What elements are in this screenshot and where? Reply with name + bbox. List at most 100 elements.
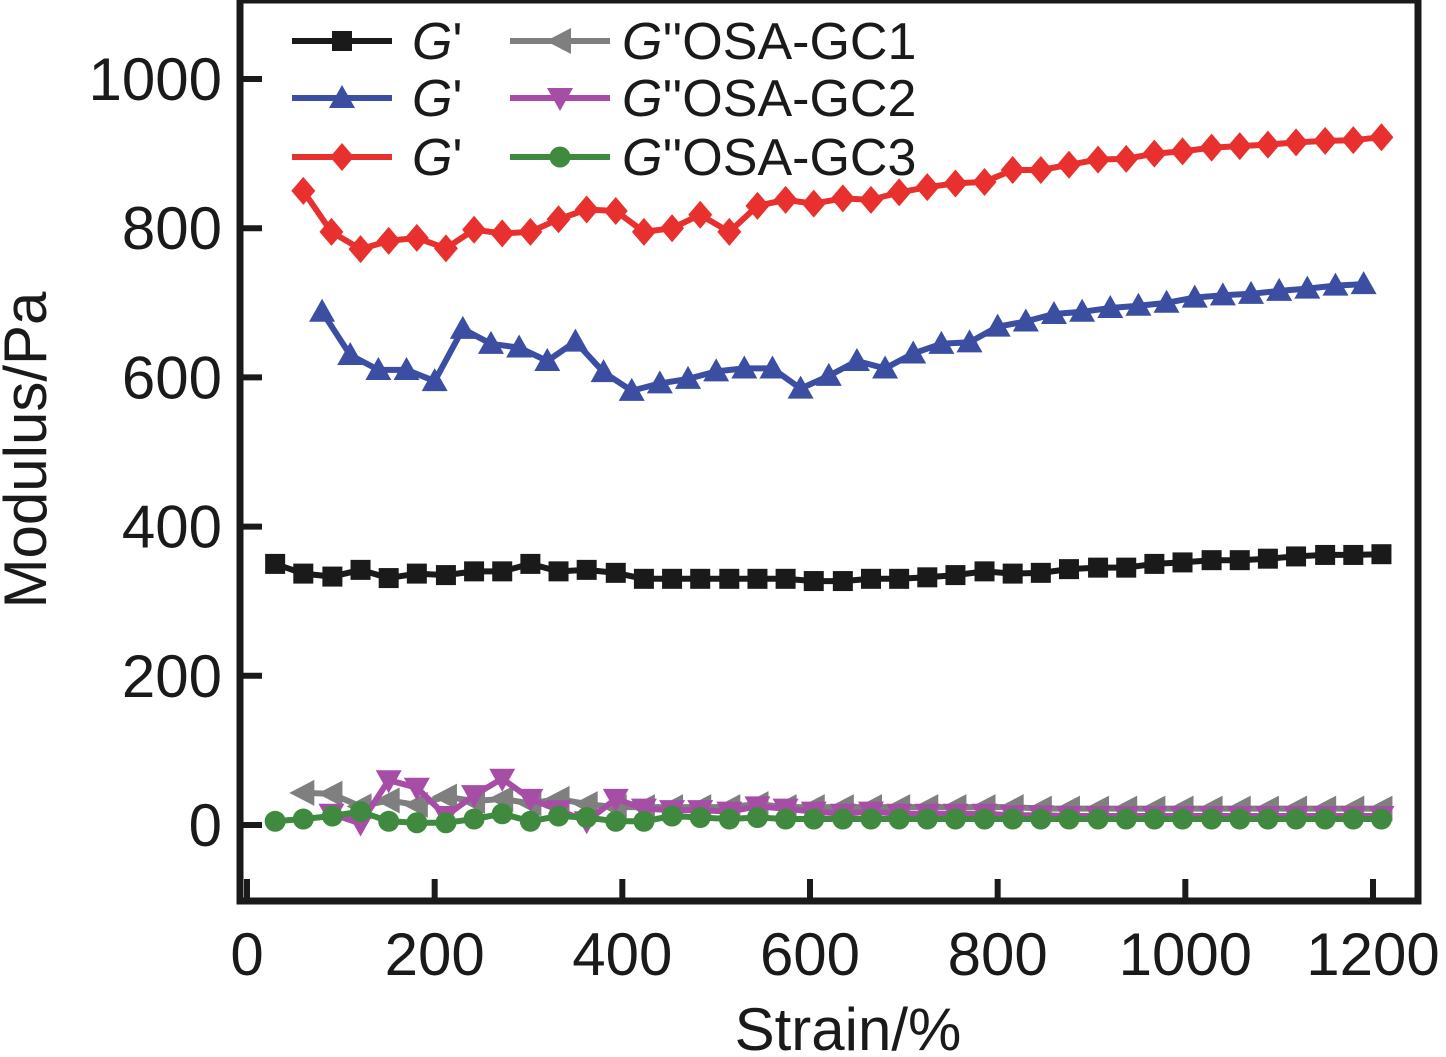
legend-label-symbol: G [412, 70, 452, 128]
series-2-point [506, 334, 533, 358]
series-3-point [546, 205, 571, 234]
series-5-point [517, 788, 544, 812]
series-2-point [1125, 292, 1152, 316]
legend-label-suffix: ''OSA-GC1 [662, 13, 916, 71]
series-5-point [630, 798, 657, 822]
x-tick-label: 200 [385, 921, 485, 988]
series-1-point [1343, 544, 1364, 565]
series-2-point [984, 313, 1011, 337]
series-6-point [1370, 808, 1392, 830]
series-4-point [374, 787, 400, 814]
series-3-point [631, 217, 656, 246]
series-6-point [1172, 808, 1194, 830]
series-6-line [274, 808, 1382, 826]
legend-item-6: G''OSA-GC3 [510, 129, 916, 187]
legend-item-2: G' [292, 70, 462, 128]
series-1-point [633, 568, 654, 589]
series-4-point [402, 791, 428, 818]
series-6-point [1257, 808, 1279, 830]
series-1-point [775, 568, 796, 589]
x-tick-label: 1200 [1306, 921, 1439, 988]
y-tick-label: 0 [189, 792, 222, 859]
series-3-point [1199, 133, 1224, 162]
series-1-point [719, 568, 740, 589]
series-3-point [518, 217, 543, 246]
series-5-point [489, 768, 516, 792]
series-1-point [350, 559, 371, 580]
series-3-point [1369, 123, 1394, 152]
series-1-point [464, 561, 485, 582]
legend-marker [547, 88, 573, 111]
series-2-point [421, 368, 448, 392]
series-5-point [461, 785, 488, 809]
series-3-point [462, 215, 487, 244]
series-2-point [956, 329, 983, 353]
legend-item-4: G''OSA-GC1 [510, 13, 916, 71]
series-4-point [431, 783, 457, 810]
series-6-point [292, 808, 314, 830]
series-3-point [319, 217, 344, 246]
series-1-point [1030, 562, 1051, 583]
series-2-point [787, 375, 814, 399]
series-3 [291, 123, 1394, 264]
series-3-point [1313, 126, 1338, 155]
series-1-point [1002, 563, 1023, 584]
series-3-point [574, 195, 599, 224]
y-tick-label: 600 [122, 344, 222, 411]
series-2-point [449, 315, 476, 339]
series-6-point [1058, 808, 1080, 830]
series-6-point [491, 803, 513, 825]
series-6-point [1115, 808, 1137, 830]
series-6-point [321, 805, 343, 827]
x-tick-label: 1000 [1119, 921, 1252, 988]
series-1-point [1257, 548, 1278, 569]
legend-label-symbol: G [412, 129, 452, 187]
series-1-point [832, 571, 853, 592]
legend-label: G''OSA-GC2 [622, 70, 916, 128]
series-3-point [1227, 132, 1252, 161]
series-6-point [350, 801, 372, 823]
series-6-point [576, 807, 598, 829]
series-2-point [337, 342, 364, 366]
legend-item-1: G' [292, 13, 462, 71]
series-2-point [477, 330, 504, 354]
series-3-point [773, 185, 798, 214]
series-2-point [1153, 289, 1180, 313]
series-2-point [534, 347, 561, 371]
series-3-point [376, 226, 401, 255]
series-3-point [858, 185, 883, 214]
x-tick-label: 0 [230, 921, 263, 988]
series-3-point [745, 191, 770, 220]
series-2-point [1012, 308, 1039, 332]
series-3-point [1341, 126, 1366, 155]
legend-label: G' [412, 129, 462, 187]
x-axis-title: Strain/% [735, 996, 962, 1057]
series-3-point [404, 223, 429, 252]
series-3-point [433, 234, 458, 263]
series-6-point [974, 808, 996, 830]
legend-label-suffix: ' [452, 70, 462, 128]
series-2-point [928, 330, 955, 354]
y-tick-label: 1000 [89, 46, 222, 113]
series-3-point [830, 184, 855, 213]
series-2-point [646, 370, 673, 394]
series-6-point [916, 808, 938, 830]
series-1-point [1144, 553, 1165, 574]
legend-label: G' [412, 13, 462, 71]
series-6-point [519, 810, 541, 832]
series-2-point [1266, 277, 1293, 301]
series-2 [309, 271, 1377, 401]
legend-label-symbol: G [622, 13, 662, 71]
series-1-point [605, 562, 626, 583]
series-3-point [972, 167, 997, 196]
series-4-point [289, 779, 315, 806]
series-2-point [1238, 280, 1265, 304]
series-1-point [889, 568, 910, 589]
legend-marker [330, 143, 354, 171]
series-6-point [775, 808, 797, 830]
series-1-point [293, 563, 314, 584]
series-2-point [1069, 298, 1096, 322]
series-3-point [915, 173, 940, 202]
series-1-point [1315, 544, 1336, 565]
series-2-point [731, 355, 758, 379]
